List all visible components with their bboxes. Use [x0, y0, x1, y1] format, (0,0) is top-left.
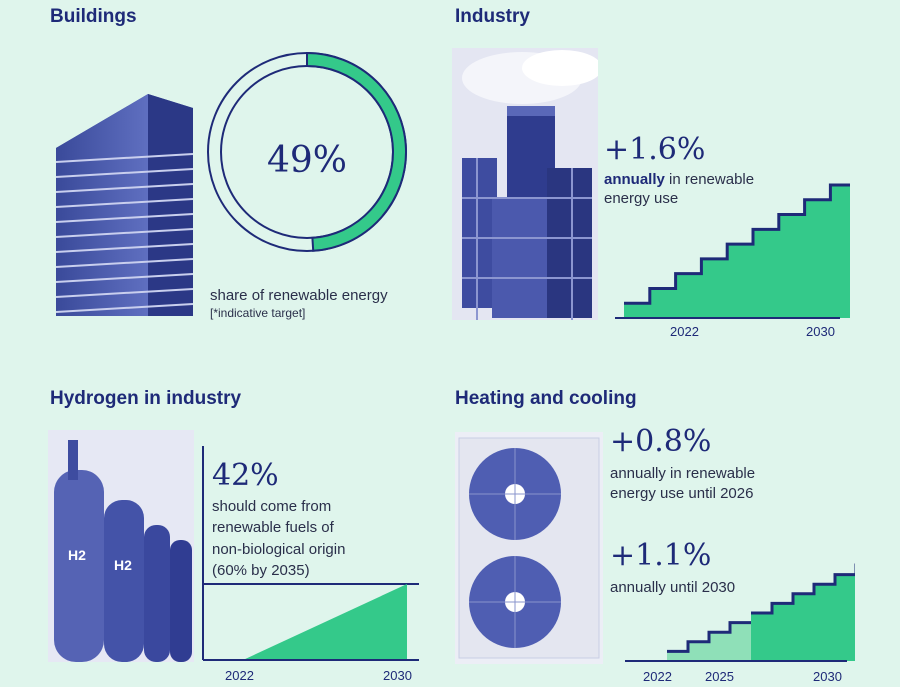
hydrogen-desc-line-4: (60% by 2035) — [212, 561, 310, 579]
heating-x-label-2030: 2030 — [813, 669, 842, 684]
heating-desc1-line2: energy use until 2026 — [610, 485, 754, 502]
buildings-donut-chart — [207, 51, 407, 252]
building-floor-band — [55, 258, 194, 268]
hydrogen-area-chart: 2022 2030 — [202, 446, 419, 683]
heating-x-label-2025: 2025 — [705, 669, 734, 684]
heating-desc2: annually until 2030 — [610, 579, 736, 596]
step-line — [667, 621, 751, 653]
step-area-fill — [751, 574, 855, 661]
hydrogen-x-label-end: 2030 — [383, 668, 412, 683]
buildings-note: [*indicative target] — [210, 306, 306, 320]
step-line — [751, 563, 855, 615]
hydrogen-description: should come from renewable fuels of non-… — [212, 496, 345, 581]
hydrogen-headline: 42% — [212, 458, 279, 493]
hydrogen-x-label-start: 2022 — [225, 668, 254, 683]
buildings-percent: 49% — [266, 140, 347, 181]
industry-desc-bold: annually — [604, 171, 665, 188]
building-floor-band — [55, 198, 194, 208]
building-floor-band — [55, 243, 194, 253]
building-floor-band — [55, 153, 194, 163]
industry-title: Industry — [455, 6, 530, 27]
heating-headline-1: +0.8% — [610, 424, 712, 459]
buildings-title: Buildings — [50, 6, 137, 27]
building-floor-band — [55, 303, 194, 313]
industry-step-chart: 2022 2030 — [615, 183, 850, 339]
heating-step-chart: 2022 2025 2030 — [625, 563, 855, 684]
industry-description: annually in renewable — [604, 170, 754, 190]
building-floor-band — [55, 183, 194, 193]
heating-desc1-line1: annually in renewable — [610, 465, 756, 482]
industry-x-label-start: 2022 — [670, 324, 699, 339]
heating-headline-2: +1.1% — [610, 538, 712, 573]
building-floor-band — [55, 213, 194, 223]
heating-title: Heating and cooling — [455, 388, 637, 409]
heating-x-label-2022: 2022 — [643, 669, 672, 684]
donut-renewable-slice — [306, 51, 407, 252]
office-building-icon — [55, 94, 194, 316]
hydrogen-area-fill — [243, 584, 407, 660]
buildings-caption: share of renewable energy — [210, 287, 388, 304]
hydrogen-desc-line-1: should come from — [212, 498, 332, 515]
hydrogen-tank-label-1: H2 — [68, 547, 86, 563]
air-conditioner-unit-icon — [455, 432, 603, 664]
hydrogen-tanks-icon: H2 H2 — [48, 430, 194, 662]
hydrogen-desc-line-3: non-biological origin — [212, 540, 346, 558]
hydrogen-title: Hydrogen in industry — [50, 388, 242, 409]
step-area-fill — [624, 185, 850, 318]
industry-desc-rest: in renewable — [664, 171, 755, 188]
hydrogen-desc-line-2: renewable fuels of — [212, 519, 334, 537]
step-line — [624, 183, 850, 305]
building-floor-band — [55, 288, 194, 298]
industry-headline: +1.6% — [604, 132, 706, 167]
building-floor-band — [55, 273, 194, 283]
hydrogen-tank-label-2: H2 — [114, 557, 132, 573]
factory-chimney-icon — [452, 48, 598, 320]
building-floor-band — [55, 168, 194, 178]
industry-x-label-end: 2030 — [806, 324, 835, 339]
building-floor-band — [55, 228, 194, 238]
industry-desc-line2: energy use — [604, 190, 679, 207]
